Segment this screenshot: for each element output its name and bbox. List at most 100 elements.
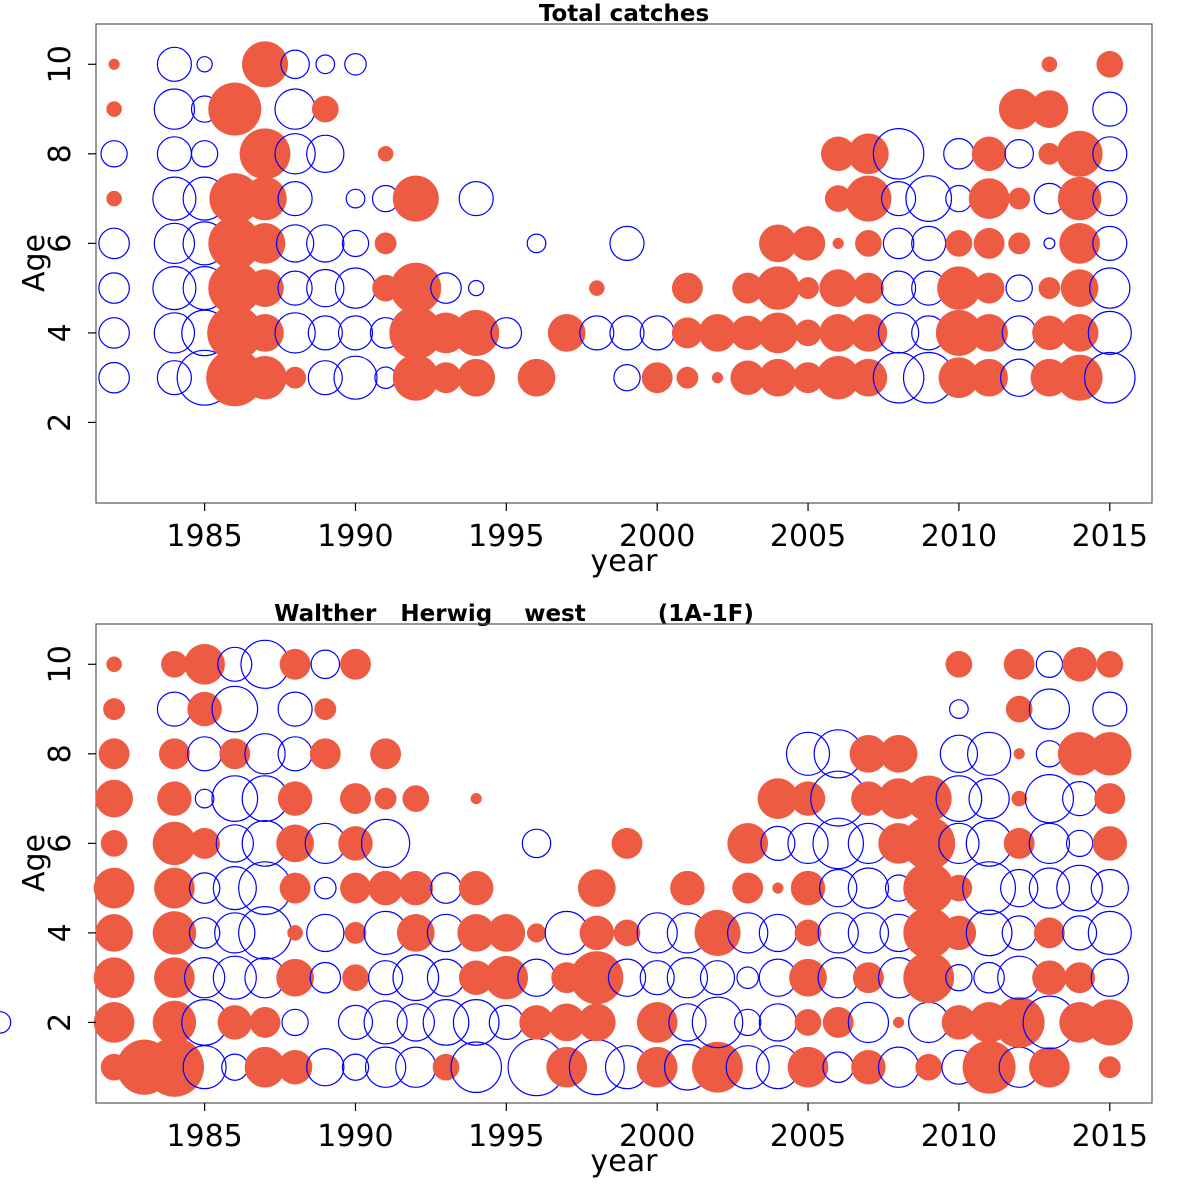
x-axis: 1985 1990 1995 2000 2005 2010 2015 bbox=[166, 1103, 1148, 1154]
bubble-negative bbox=[215, 824, 254, 863]
bubble-positive bbox=[879, 734, 918, 773]
bubble-negative bbox=[847, 1001, 890, 1044]
bubble-negative bbox=[1028, 867, 1071, 909]
bubble-positive bbox=[694, 909, 741, 956]
bubble-positive bbox=[819, 269, 858, 307]
bubble-negative bbox=[1087, 310, 1132, 355]
bubble-positive bbox=[851, 1049, 886, 1085]
bubble-negative bbox=[939, 734, 979, 774]
bubble-negative bbox=[736, 966, 759, 989]
bubble-positive bbox=[430, 362, 462, 394]
bubble-negative bbox=[938, 822, 980, 865]
bubble-positive bbox=[993, 996, 1045, 1048]
bubble-positive bbox=[1056, 354, 1103, 401]
bubble-positive bbox=[392, 175, 439, 222]
bubble-negative bbox=[911, 225, 947, 261]
panel-total-catches: Total catches 1985 1990 1995 2000 2005 2010 20… bbox=[17, 1, 1153, 579]
bubble-positive bbox=[1064, 962, 1096, 994]
bubble-positive bbox=[611, 827, 643, 859]
bubble-positive bbox=[790, 781, 826, 816]
bubble-positive bbox=[217, 1005, 253, 1040]
bubble-positive bbox=[945, 874, 973, 902]
bubble-positive bbox=[971, 136, 1007, 172]
bubble-negative bbox=[872, 128, 925, 180]
bubble-negative bbox=[968, 777, 1010, 820]
bubble-positive bbox=[790, 870, 826, 906]
bubble-negative bbox=[734, 1008, 762, 1037]
bubble-positive bbox=[794, 1009, 822, 1036]
bubble-negative bbox=[1024, 773, 1075, 824]
bubble-negative bbox=[280, 49, 310, 80]
bubble-negative bbox=[935, 775, 983, 822]
bubble-negative bbox=[306, 913, 345, 953]
bubble-positive bbox=[244, 223, 286, 264]
bubble-positive bbox=[945, 650, 973, 678]
bubble-positive bbox=[579, 915, 615, 951]
bubble-positive bbox=[577, 1003, 616, 1042]
plot-frame bbox=[95, 623, 1153, 1104]
bubble-positive bbox=[208, 82, 262, 136]
bubble-positive bbox=[577, 869, 616, 907]
x-tick-label: 2010 bbox=[921, 519, 997, 554]
y-tick-label: 8 bbox=[43, 744, 78, 763]
bubble-positive bbox=[1011, 790, 1028, 807]
bubble-positive bbox=[154, 867, 195, 909]
bubble-negative bbox=[949, 699, 969, 719]
bubble-positive bbox=[892, 1016, 905, 1029]
bubble-negative bbox=[156, 360, 192, 396]
bubble-negative bbox=[274, 133, 316, 175]
bubble-positive bbox=[962, 1040, 1016, 1094]
bubble-negative bbox=[636, 912, 678, 954]
bubble-negative bbox=[156, 46, 192, 82]
bubble-positive bbox=[108, 58, 120, 70]
bubble-negative bbox=[882, 227, 915, 260]
bubble-negative bbox=[1090, 958, 1130, 997]
x-tick-label: 2005 bbox=[770, 519, 846, 554]
bubble-negative bbox=[607, 958, 647, 997]
bubble-positive bbox=[1086, 999, 1133, 1046]
bubble-positive bbox=[277, 781, 313, 816]
bubble-positive bbox=[790, 226, 826, 261]
bubble-positive bbox=[1056, 130, 1103, 177]
bubble-negative bbox=[337, 315, 374, 351]
bubble-negative bbox=[306, 1047, 345, 1087]
bubble-negative bbox=[392, 954, 440, 1002]
bubble-positive bbox=[277, 1049, 313, 1085]
bubble-negative bbox=[1005, 274, 1033, 302]
bubble-negative bbox=[1000, 868, 1039, 908]
bubble-positive bbox=[219, 738, 251, 770]
bubble-negative bbox=[277, 270, 313, 306]
bubble-positive bbox=[338, 826, 373, 861]
bubble-negative bbox=[1001, 915, 1037, 951]
bubble-positive bbox=[1096, 650, 1124, 678]
bubble-positive bbox=[1057, 176, 1102, 221]
bubble-negative bbox=[490, 317, 523, 349]
y-axis: 2 4 6 8 10 bbox=[43, 45, 96, 432]
bubble-negative bbox=[313, 876, 337, 900]
bubble-negative bbox=[315, 54, 336, 75]
bubble-positive bbox=[249, 1006, 281, 1038]
bubble-positive bbox=[432, 1053, 460, 1081]
bubble-negative bbox=[183, 957, 226, 999]
y-tick-label: 2 bbox=[43, 1013, 78, 1032]
bubble-negative bbox=[1092, 91, 1128, 127]
bubble-positive bbox=[279, 872, 311, 904]
bubble-positive bbox=[284, 366, 307, 389]
bubble-positive bbox=[246, 269, 284, 307]
bubble-positive bbox=[756, 266, 800, 310]
bubble-positive bbox=[106, 656, 122, 673]
bubble-negative bbox=[309, 961, 342, 994]
bubble-negative bbox=[962, 861, 1016, 915]
bubble-positive bbox=[279, 648, 311, 680]
bubble-negative bbox=[217, 646, 253, 682]
bubble-negative bbox=[758, 1003, 798, 1042]
bubble-negative bbox=[281, 1008, 309, 1037]
bubble-positive bbox=[852, 962, 884, 994]
bubble-positive bbox=[93, 867, 135, 909]
bubble-positive bbox=[239, 128, 291, 180]
bubble-positive bbox=[243, 176, 287, 221]
bubble-negative bbox=[579, 315, 615, 351]
bubble-positive bbox=[187, 691, 222, 727]
bubble-negative bbox=[905, 175, 953, 223]
bubble-negative bbox=[187, 736, 223, 772]
